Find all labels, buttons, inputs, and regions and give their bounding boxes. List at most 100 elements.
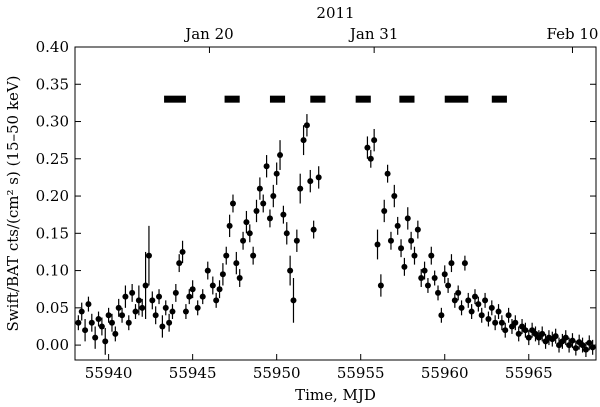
- point-marker: [145, 252, 152, 259]
- data-point: [172, 283, 179, 302]
- y-tick-label: 0.10: [36, 262, 69, 280]
- point-marker: [182, 308, 189, 315]
- data-point: [240, 231, 247, 250]
- observation-bar-5: [399, 95, 415, 103]
- data-point: [441, 265, 448, 284]
- top-tick-label: Feb 10: [547, 25, 599, 43]
- data-point: [387, 231, 394, 250]
- data-point: [266, 209, 273, 228]
- data-point: [132, 304, 139, 320]
- point-marker: [236, 275, 243, 282]
- data-point: [189, 280, 196, 299]
- data-point: [438, 307, 445, 323]
- data-point: [505, 307, 512, 323]
- point-marker: [315, 174, 322, 181]
- point-marker: [98, 323, 105, 330]
- point-marker: [229, 200, 236, 207]
- data-point: [119, 307, 126, 323]
- point-marker: [458, 304, 465, 311]
- data-point: [139, 298, 146, 317]
- point-marker: [394, 222, 401, 229]
- point-marker: [75, 319, 82, 326]
- point-marker: [78, 308, 85, 315]
- point-marker: [455, 289, 462, 296]
- data-point: [273, 162, 280, 185]
- point-marker: [371, 137, 378, 144]
- data-point: [223, 246, 230, 265]
- data-point: [182, 304, 189, 320]
- data-point: [465, 292, 472, 308]
- data-point: [216, 280, 223, 299]
- point-marker: [287, 267, 294, 274]
- data-point: [98, 317, 105, 336]
- data-point: [194, 300, 201, 316]
- point-marker: [95, 316, 102, 323]
- point-marker: [505, 312, 512, 319]
- point-marker: [246, 230, 253, 237]
- observation-bar-7: [491, 95, 507, 103]
- data-point: [179, 240, 186, 264]
- data-point: [579, 337, 586, 353]
- point-marker: [115, 304, 122, 311]
- data-point: [283, 222, 290, 245]
- point-marker: [572, 345, 579, 352]
- data-point: [391, 184, 398, 208]
- point-marker: [243, 219, 250, 226]
- data-point: [219, 263, 226, 286]
- data-point: [498, 315, 505, 331]
- data-point: [315, 166, 322, 189]
- data-point: [82, 319, 89, 342]
- point-marker: [364, 144, 371, 151]
- point-marker: [266, 215, 273, 222]
- point-marker: [310, 226, 317, 233]
- point-marker: [384, 170, 391, 177]
- data-point: [122, 285, 129, 308]
- point-marker: [166, 319, 173, 326]
- point-marker: [176, 260, 183, 267]
- point-marker: [303, 122, 310, 129]
- x-tick-label: 55940: [85, 364, 133, 382]
- point-marker: [485, 316, 492, 323]
- data-point: [394, 216, 401, 235]
- data-point: [78, 302, 85, 321]
- point-marker: [300, 137, 307, 144]
- point-marker: [179, 248, 186, 255]
- point-marker: [367, 155, 374, 162]
- data-point: [243, 210, 250, 234]
- data-point: [246, 224, 253, 243]
- point-marker: [260, 200, 267, 207]
- point-marker: [522, 327, 529, 334]
- point-marker: [290, 297, 297, 304]
- x-tick-label: 55950: [253, 364, 301, 382]
- data-point: [287, 255, 294, 286]
- point-marker: [445, 282, 452, 289]
- top-axis-ticks: Jan 20 Jan 31 Feb 10: [183, 25, 598, 53]
- point-marker: [253, 207, 260, 214]
- point-marker: [273, 170, 280, 177]
- point-marker: [404, 215, 411, 222]
- x-axis-ticks: 55940 55945 55950 55955 55960 55965: [85, 354, 553, 382]
- point-marker: [270, 193, 277, 200]
- data-point: [525, 330, 532, 346]
- data-point: [159, 315, 166, 338]
- point-marker: [135, 297, 142, 304]
- point-marker: [213, 297, 220, 304]
- observation-bar-2: [269, 95, 286, 103]
- point-marker: [216, 286, 223, 293]
- point-marker: [149, 297, 156, 304]
- data-point: [186, 289, 193, 305]
- data-point: [562, 330, 569, 346]
- point-marker: [566, 342, 573, 349]
- point-marker: [512, 319, 519, 326]
- point-marker: [377, 282, 384, 289]
- top-tick-label: Jan 20: [183, 25, 233, 43]
- point-marker: [233, 260, 240, 267]
- point-marker: [85, 301, 92, 308]
- y-axis-ticks: 0.00 0.05 0.10 0.15 0.20 0.25 0.30 0.35 0.40: [36, 38, 596, 354]
- point-marker: [82, 327, 89, 334]
- data-point: [421, 261, 428, 280]
- point-marker: [280, 211, 287, 218]
- y-tick-label: 0.35: [36, 75, 69, 93]
- data-point: [552, 328, 559, 344]
- data-point: [582, 342, 589, 358]
